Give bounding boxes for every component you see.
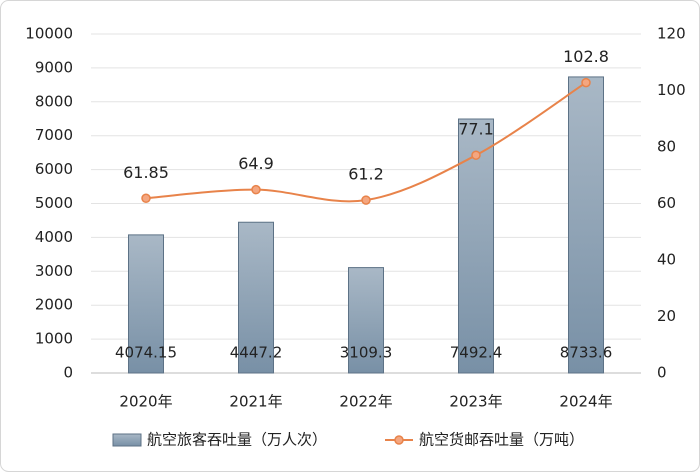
bar-value-label: 8733.6 <box>560 344 613 362</box>
y2-tick-label: 0 <box>657 364 667 382</box>
line-marker <box>581 77 591 88</box>
line-value-label: 61.85 <box>123 163 169 182</box>
y-tick-label: 0 <box>63 364 73 382</box>
y-tick-label: 7000 <box>35 126 73 144</box>
y2-tick-label: 40 <box>657 251 676 269</box>
legend-swatch-marker <box>394 435 404 445</box>
bar-value-label: 7492.4 <box>450 344 503 362</box>
y-tick-label: 2000 <box>35 296 73 314</box>
y-tick-label: 1000 <box>35 330 73 348</box>
x-tick-label: 2020年 <box>119 393 172 411</box>
bar <box>238 221 274 374</box>
line-marker <box>141 193 151 204</box>
x-tick-label: 2022年 <box>339 393 392 411</box>
bar <box>568 76 604 374</box>
legend-label: 航空货邮吞吐量（万吨） <box>419 431 584 449</box>
y-tick-label: 9000 <box>35 58 73 76</box>
line-value-label: 102.8 <box>563 47 609 66</box>
y2-tick-label: 80 <box>657 138 676 156</box>
y-tick-label: 5000 <box>35 194 73 212</box>
bar-value-label: 3109.3 <box>340 344 393 362</box>
line-marker <box>361 195 371 205</box>
y2-tick-label: 120 <box>657 25 686 43</box>
y-tick-label: 8000 <box>35 92 73 110</box>
x-tick-label: 2023年 <box>449 393 502 411</box>
line-value-label: 77.1 <box>458 120 494 139</box>
y2-tick-label: 20 <box>657 307 676 325</box>
line-value-label: 61.2 <box>348 165 384 184</box>
bar-value-label: 4074.15 <box>115 344 177 362</box>
y-tick-label: 4000 <box>35 228 73 246</box>
line-value-label: 64.9 <box>238 154 274 173</box>
y-tick-label: 6000 <box>35 160 73 178</box>
x-tick-label: 2024年 <box>559 393 612 411</box>
y-tick-label: 3000 <box>35 262 73 280</box>
legend-swatch <box>112 433 142 447</box>
legend-label: 航空旅客吞吐量（万人次） <box>147 431 327 449</box>
bar-value-label: 4447.2 <box>230 344 283 362</box>
line-marker <box>471 150 481 160</box>
x-tick-label: 2021年 <box>229 393 282 411</box>
bar <box>128 234 164 374</box>
bar <box>348 267 384 374</box>
y-tick-label: 10000 <box>25 25 73 43</box>
y2-tick-label: 100 <box>657 81 686 99</box>
y2-tick-label: 60 <box>657 194 676 212</box>
line-marker <box>251 184 261 195</box>
